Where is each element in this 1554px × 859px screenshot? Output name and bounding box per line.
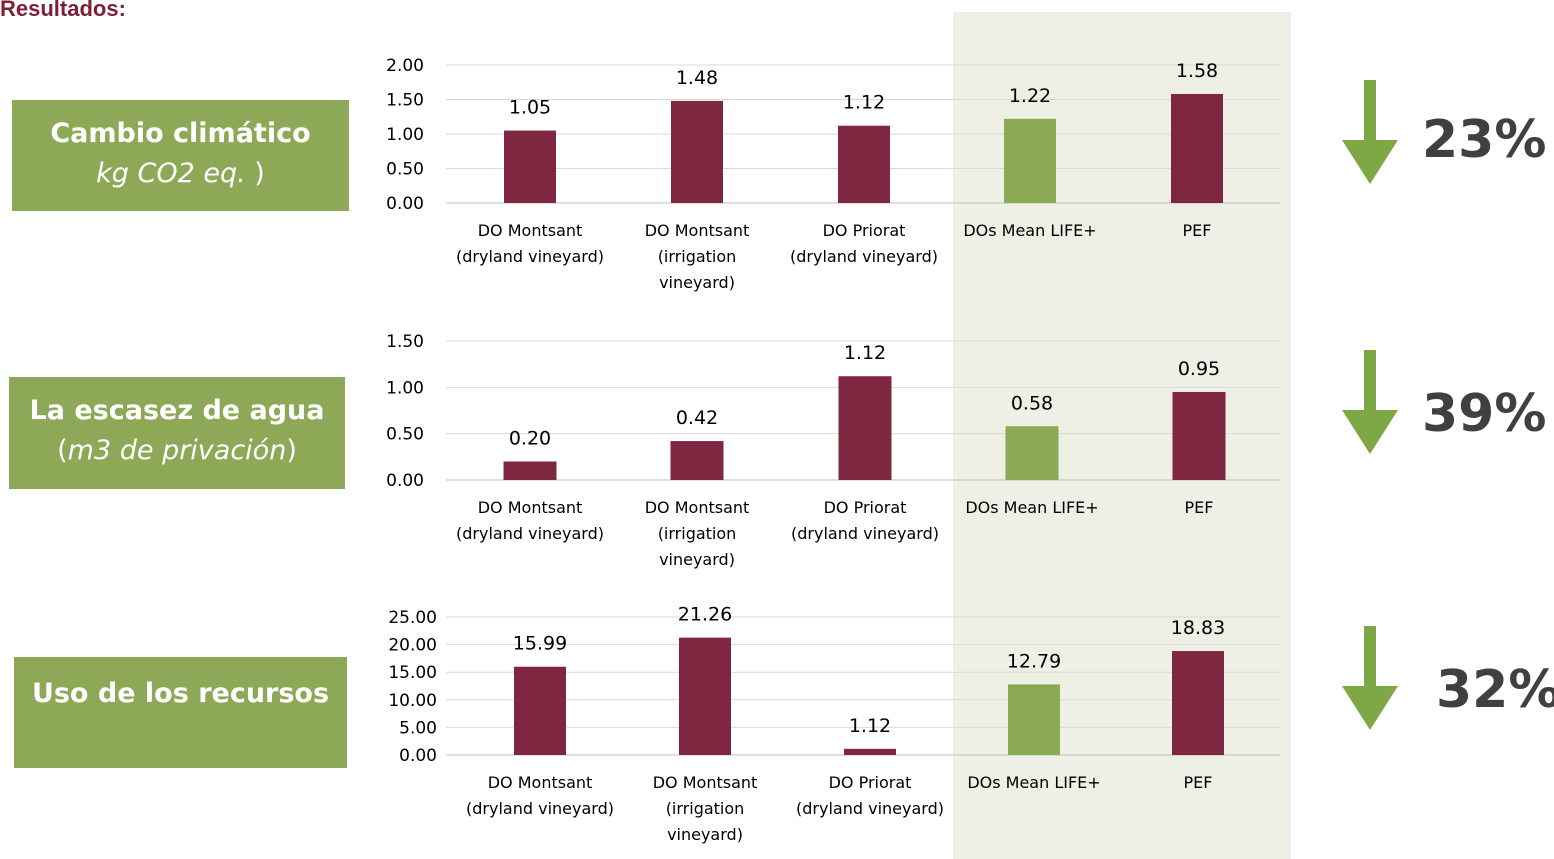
data-label: 1.05	[509, 97, 551, 119]
bar	[1171, 93, 1223, 203]
impact-label-unit: kg CO2 eq. )	[96, 158, 265, 189]
data-label: 0.20	[509, 427, 551, 449]
bar	[679, 637, 731, 755]
x-tick-label: PEF	[1185, 498, 1214, 517]
reduction-percentage: 39%	[1422, 384, 1547, 444]
bar	[844, 748, 896, 755]
data-label: 18.83	[1171, 617, 1225, 639]
bar	[514, 666, 566, 755]
x-tick-label: DO Montsant	[488, 773, 593, 792]
x-tick-label: DOs Mean LIFE+	[965, 498, 1098, 517]
down-arrow-icon	[1342, 626, 1398, 730]
x-tick-label: DO Montsant	[645, 221, 750, 240]
data-label: 15.99	[513, 633, 567, 655]
x-tick-label: DO Montsant	[478, 498, 583, 517]
x-tick-label: (irrigation	[658, 524, 737, 543]
x-tick-label: DO Priorat	[823, 221, 906, 240]
bar	[503, 461, 557, 480]
bar	[671, 100, 723, 203]
impact-label-title: Cambio climático	[50, 118, 311, 149]
x-tick-label: (irrigation	[666, 799, 745, 818]
data-label: 1.12	[843, 92, 885, 114]
bar	[504, 130, 556, 203]
data-label: 1.22	[1009, 85, 1051, 107]
page-title: Resultados:	[0, 0, 126, 21]
x-tick-label: (dryland vineyard)	[796, 799, 944, 818]
data-label: 1.48	[676, 67, 718, 89]
data-label: 12.79	[1007, 650, 1061, 672]
reduction-percentage: 23%	[1422, 110, 1547, 170]
x-tick-label: PEF	[1184, 773, 1213, 792]
bar	[1008, 684, 1060, 755]
x-tick-label: (dryland vineyard)	[790, 247, 938, 266]
y-tick-label: 2.00	[386, 56, 424, 76]
bar	[1172, 391, 1226, 480]
data-label: 1.12	[849, 715, 891, 737]
x-tick-label: vineyard)	[667, 825, 743, 844]
y-tick-label: 1.50	[386, 91, 424, 111]
y-tick-label: 1.00	[386, 125, 424, 145]
x-tick-label: vineyard)	[659, 273, 735, 292]
bar	[838, 376, 892, 480]
y-tick-label: 0.00	[386, 471, 424, 491]
x-tick-label: (dryland vineyard)	[456, 524, 604, 543]
impact-label-unit: (m3 de privación)	[57, 435, 297, 466]
x-tick-label: DO Priorat	[824, 498, 907, 517]
impact-label-title: La escasez de agua	[29, 395, 325, 426]
y-tick-label: 0.50	[386, 160, 424, 180]
y-tick-label: 0.00	[386, 194, 424, 214]
down-arrow-icon	[1342, 350, 1398, 454]
y-tick-label: 10.00	[388, 691, 437, 711]
impact-label-water-scarcity: La escasez de agua (m3 de privación)	[9, 377, 345, 489]
x-tick-label: DO Montsant	[653, 773, 758, 792]
y-tick-label: 1.00	[386, 378, 424, 398]
bar	[1004, 118, 1056, 203]
y-tick-label: 0.00	[399, 746, 437, 766]
x-tick-label: DO Montsant	[645, 498, 750, 517]
y-tick-label: 20.00	[388, 636, 437, 656]
y-tick-label: 5.00	[399, 718, 437, 738]
data-label: 0.95	[1178, 358, 1220, 380]
impact-label-title: Uso de los recursos	[31, 678, 330, 709]
y-tick-label: 1.50	[386, 332, 424, 352]
reduction-percentage: 32%	[1436, 660, 1554, 720]
x-tick-label: DOs Mean LIFE+	[967, 773, 1100, 792]
down-arrow-icon	[1342, 80, 1398, 184]
x-tick-label: (irrigation	[658, 247, 737, 266]
y-tick-label: 25.00	[388, 608, 437, 628]
data-label: 0.42	[676, 407, 718, 429]
data-label: 0.58	[1011, 392, 1053, 414]
bar	[670, 441, 724, 480]
bar	[1172, 651, 1224, 755]
bar	[838, 125, 890, 203]
x-tick-label: DO Priorat	[829, 773, 912, 792]
y-tick-label: 15.00	[388, 663, 437, 683]
impact-label-resource-use: Uso de los recursos	[14, 657, 347, 768]
bar	[1005, 426, 1059, 480]
y-tick-label: 0.50	[386, 425, 424, 445]
x-tick-label: (dryland vineyard)	[466, 799, 614, 818]
x-tick-label: (dryland vineyard)	[456, 247, 604, 266]
data-label: 1.58	[1176, 60, 1218, 82]
x-tick-label: DO Montsant	[478, 221, 583, 240]
x-tick-label: vineyard)	[659, 550, 735, 569]
x-tick-label: DOs Mean LIFE+	[963, 221, 1096, 240]
data-label: 1.12	[844, 342, 886, 364]
x-tick-label: (dryland vineyard)	[791, 524, 939, 543]
data-label: 21.26	[678, 604, 732, 626]
x-tick-label: PEF	[1183, 221, 1212, 240]
impact-label-climate-change: Cambio climático kg CO2 eq. )	[12, 100, 349, 211]
